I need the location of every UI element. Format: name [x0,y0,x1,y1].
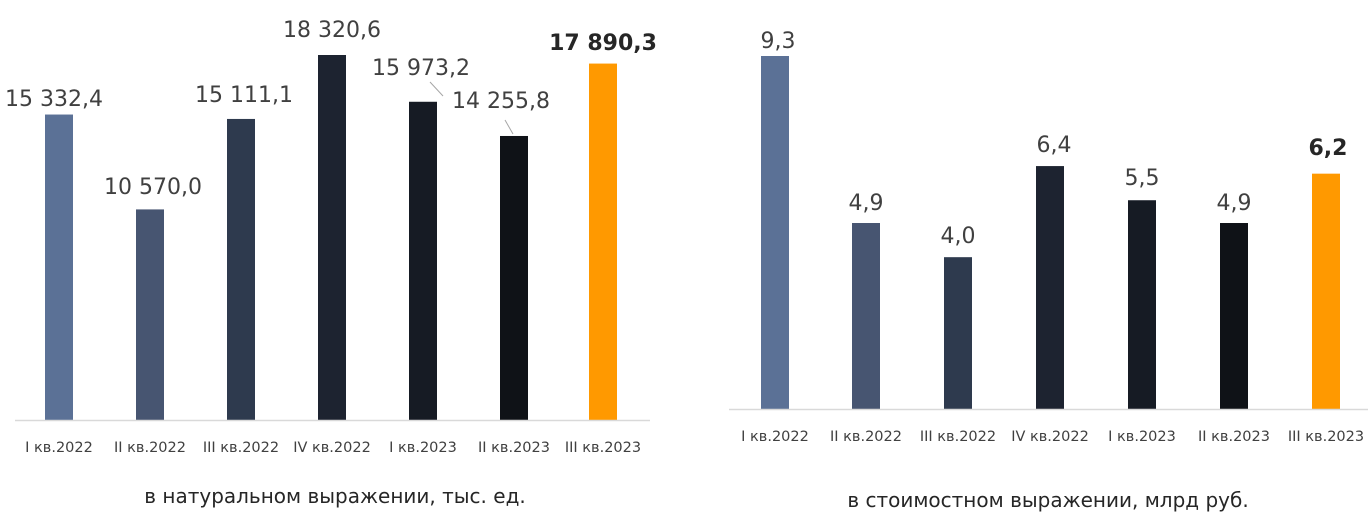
quantity-bar-6 [500,135,528,420]
quantity-tick-label-7: III кв.2023 [565,440,641,456]
quantity-data-label-6: 14 255,8 [452,89,550,114]
quantity-data-label-7: 17 890,3 [549,31,657,56]
value-tick-label-1: I кв.2022 [741,429,809,445]
value-tick-label-5: I кв.2023 [1108,429,1176,445]
quantity-bar-2 [136,209,164,420]
quantity-tick-label-1: I кв.2022 [25,440,93,456]
value-tick-label-3: III кв.2022 [920,429,996,445]
quantity-data-label-4: 18 320,6 [283,18,381,43]
value-bar-2 [852,223,880,409]
quantity-bar-7 [589,63,617,420]
value-data-label-2: 4,9 [849,191,884,216]
value-bar-7 [1312,173,1340,409]
value-tick-label-4: IV кв.2022 [1011,429,1089,445]
quantity-bar-1 [45,114,73,420]
value-tick-label-7: III кв.2023 [1288,429,1364,445]
value-bar-3 [944,257,972,409]
value-data-label-7: 6,2 [1309,136,1348,161]
value-caption: в стоимостном выражении, млрд руб. [847,488,1248,512]
value-data-label-3: 4,0 [941,224,976,249]
value-tick-label-6: II кв.2023 [1198,429,1270,445]
quantity-leader-line-5 [429,81,444,97]
value-tick-label-2: II кв.2022 [830,429,902,445]
quantity-bar-3 [227,118,255,421]
quantity-bar-5 [409,101,437,420]
value-data-label-1: 9,3 [761,29,796,54]
value-data-label-4: 6,4 [1037,133,1072,158]
value-bar-5 [1128,200,1156,409]
quantity-bar-4 [318,55,346,420]
quantity-caption: в натуральном выражении, тыс. ед. [144,484,526,508]
value-data-label-6: 4,9 [1217,191,1252,216]
quantity-tick-label-6: II кв.2023 [478,440,550,456]
value-bar-1 [761,56,789,409]
quantity-tick-label-3: III кв.2022 [203,440,279,456]
value-chart: 9,3 4,9 4,0 6,4 5,5 4,9 6,2 I кв.2022 II кв.2022… [729,29,1368,512]
quantity-chart: 15 332,4 10 570,0 15 111,1 18 320,6 15 973,2… [5,18,657,508]
quantity-leader-line-6 [504,119,514,135]
value-bar-6 [1220,223,1248,409]
value-data-label-5: 5,5 [1125,166,1160,191]
quantity-tick-label-5: I кв.2023 [389,440,457,456]
quantity-data-label-1: 15 332,4 [5,87,103,112]
quantity-tick-label-4: IV кв.2022 [293,440,371,456]
quantity-tick-label-2: II кв.2022 [114,440,186,456]
quantity-data-label-2: 10 570,0 [104,175,202,200]
quantity-data-label-5: 15 973,2 [372,56,470,81]
quantity-data-label-3: 15 111,1 [195,83,293,108]
value-bar-4 [1036,166,1064,409]
